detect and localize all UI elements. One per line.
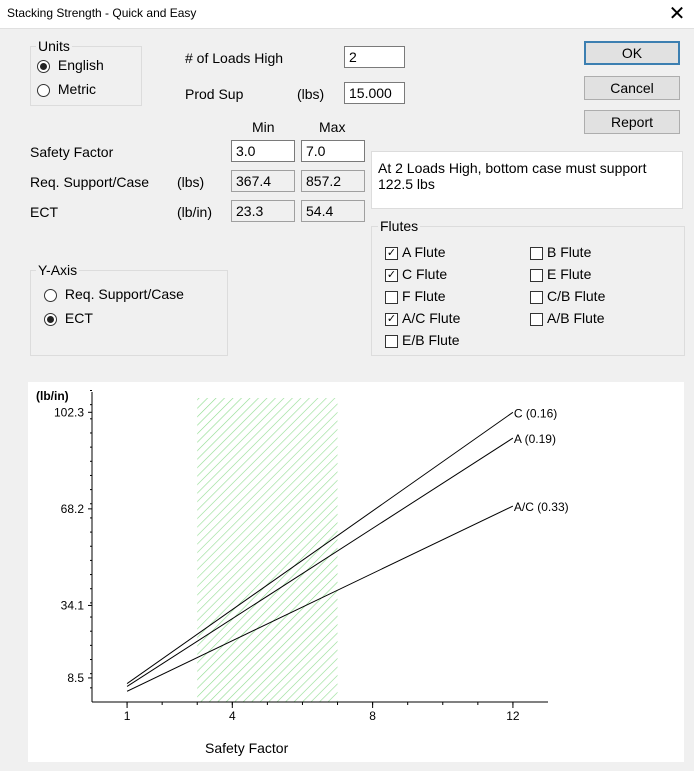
units-group-label: Units xyxy=(36,38,72,54)
flute-checkbox[interactable]: C/B Flute xyxy=(530,288,605,304)
series-label: A (0.19) xyxy=(514,432,556,446)
flute-checkbox[interactable]: F Flute xyxy=(385,288,446,304)
series-line xyxy=(126,411,514,685)
ect-radio-label: ECT xyxy=(64,310,93,326)
ect-min-value: 23.3 xyxy=(231,200,295,222)
max-header: Max xyxy=(319,119,346,135)
title-bar xyxy=(0,0,694,29)
report-button[interactable]: Report xyxy=(584,110,680,134)
req-support-unit: (lbs) xyxy=(177,174,205,190)
checked-icon[interactable]: ✓ xyxy=(385,312,398,326)
y-tick-label: 68.2 xyxy=(61,502,85,516)
y-tick-label: 102.3 xyxy=(54,405,84,419)
safety-factor-label: Safety Factor xyxy=(30,144,114,160)
flute-label: A/C Flute xyxy=(402,310,461,326)
req-support-min-value: 367.4 xyxy=(231,170,295,192)
ect-radio[interactable]: ECT xyxy=(44,310,93,326)
unchecked-icon[interactable] xyxy=(530,246,543,260)
y-tick-label: 8.5 xyxy=(67,671,84,685)
unchecked-icon[interactable] xyxy=(530,290,543,304)
flute-checkbox[interactable]: ✓ C Flute xyxy=(385,266,447,282)
series-label: C (0.16) xyxy=(514,406,557,420)
checked-icon[interactable]: ✓ xyxy=(385,246,398,260)
flute-label: E Flute xyxy=(547,266,592,282)
req-support-label: Req. Support/Case xyxy=(30,174,150,190)
flute-label: E/B Flute xyxy=(402,332,460,348)
min-header: Min xyxy=(252,119,275,135)
flute-checkbox[interactable]: ✓ A/C Flute xyxy=(385,310,460,326)
x-axis-label: Safety Factor xyxy=(205,740,289,756)
result-message: At 2 Loads High, bottom case must suppor… xyxy=(371,151,683,209)
flute-checkbox[interactable]: A/B Flute xyxy=(530,310,605,326)
metric-label: Metric xyxy=(57,81,97,97)
ect-chart: (lb/in) 8.5 34.1 68.2 102.3 1 4 8 12 C (0.16) A (0… xyxy=(36,389,569,723)
unchecked-icon[interactable] xyxy=(530,268,543,282)
prod-sup-label: Prod Sup xyxy=(185,86,244,102)
metric-radio-dot[interactable] xyxy=(37,83,50,97)
flute-label: C/B Flute xyxy=(547,288,606,304)
prod-sup-unit: (lbs) xyxy=(297,86,325,102)
series-line xyxy=(126,505,514,692)
x-tick-label: 8 xyxy=(369,709,376,723)
flute-label: B Flute xyxy=(547,244,592,260)
req-support-radio-dot[interactable] xyxy=(44,288,57,302)
english-label: English xyxy=(57,57,104,73)
checked-icon[interactable]: ✓ xyxy=(385,268,398,282)
series-line xyxy=(126,437,514,687)
units-group xyxy=(30,46,142,106)
x-tick-label: 12 xyxy=(506,709,520,723)
safety-factor-min-input[interactable]: 3.0 xyxy=(231,140,295,162)
ok-button[interactable]: OK xyxy=(584,41,680,65)
flute-label: C Flute xyxy=(402,266,448,282)
ect-unit: (lb/in) xyxy=(177,204,213,220)
flutes-group xyxy=(371,226,685,356)
x-tick-label: 4 xyxy=(229,709,236,723)
y-axis-label: (lb/in) xyxy=(36,389,69,403)
flute-checkbox[interactable]: B Flute xyxy=(530,244,591,260)
loads-label: # of Loads High xyxy=(185,50,284,66)
loads-input[interactable]: 2 xyxy=(344,46,405,68)
ect-radio-dot[interactable] xyxy=(44,312,57,326)
unchecked-icon[interactable] xyxy=(385,334,398,348)
flute-label: A/B Flute xyxy=(547,310,605,326)
prod-sup-input[interactable]: 15.000 xyxy=(344,82,405,104)
metric-radio[interactable]: Metric xyxy=(37,81,96,97)
y-tick-label: 34.1 xyxy=(61,598,85,612)
safety-factor-max-input[interactable]: 7.0 xyxy=(301,140,365,162)
close-icon[interactable]: ✕ xyxy=(668,3,686,25)
flute-checkbox[interactable]: E/B Flute xyxy=(385,332,460,348)
english-radio-dot[interactable] xyxy=(37,59,50,73)
series-label: A/C (0.33) xyxy=(514,500,569,514)
x-tick-label: 1 xyxy=(124,709,131,723)
flute-label: F Flute xyxy=(402,288,446,304)
flute-checkbox[interactable]: ✓ A Flute xyxy=(385,244,446,260)
req-support-radio-label: Req. Support/Case xyxy=(64,286,184,302)
yaxis-group-label: Y-Axis xyxy=(36,262,80,278)
flute-checkbox[interactable]: E Flute xyxy=(530,266,591,282)
window-title: Stacking Strength - Quick and Easy xyxy=(7,6,197,20)
req-support-radio[interactable]: Req. Support/Case xyxy=(44,286,184,302)
ect-label: ECT xyxy=(30,204,58,220)
flute-label: A Flute xyxy=(402,244,446,260)
yaxis-group xyxy=(30,270,228,356)
unchecked-icon[interactable] xyxy=(385,290,398,304)
safety-factor-range-band xyxy=(197,398,338,702)
unchecked-icon[interactable] xyxy=(530,312,543,326)
flutes-group-label: Flutes xyxy=(378,218,421,234)
req-support-max-value: 857.2 xyxy=(301,170,365,192)
ect-max-value: 54.4 xyxy=(301,200,365,222)
english-radio[interactable]: English xyxy=(37,57,104,73)
cancel-button[interactable]: Cancel xyxy=(584,76,680,100)
chart-area: (lb/in) 8.5 34.1 68.2 102.3 1 4 8 12 C (0.16) A (0… xyxy=(28,382,684,762)
